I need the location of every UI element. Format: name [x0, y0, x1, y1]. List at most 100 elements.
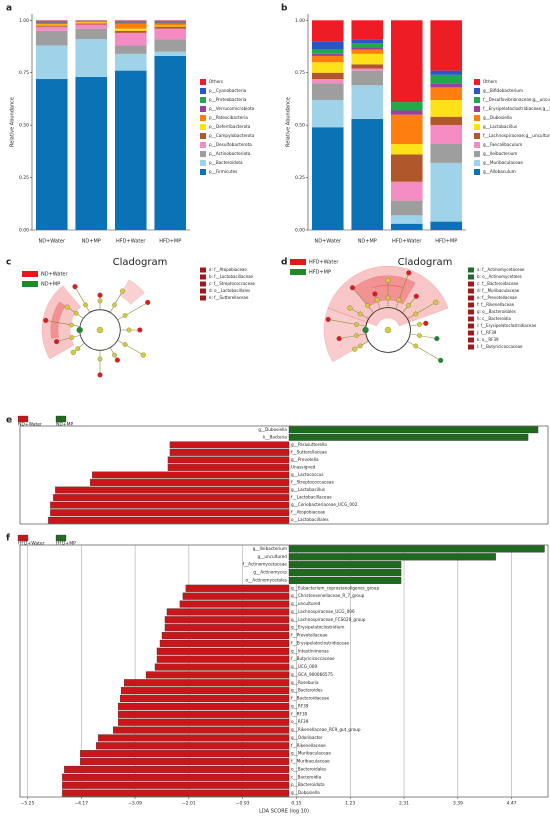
bar-segment [35, 23, 68, 25]
legend-label: g__Bifidobacterium [483, 88, 523, 93]
legend-swatch [474, 97, 480, 103]
bar-segment [154, 39, 187, 52]
lda-bar [53, 494, 290, 502]
y-tick-label: 1.00 [19, 18, 29, 24]
x-tick-label: −3.09 [128, 801, 142, 807]
clade-node [97, 372, 103, 378]
clade-node [423, 320, 429, 326]
lda-bar [164, 624, 290, 632]
bar-label: g__Ileibacterium [253, 546, 287, 551]
clade-node [365, 303, 370, 308]
item-label: g: o__Bacteroidales [477, 309, 516, 314]
bar-label: f__Streptococcaceae [291, 480, 335, 485]
clade-node [354, 333, 359, 338]
bar-label: g__Lactobacillus [291, 487, 325, 492]
clade-node [73, 311, 79, 316]
group-label: HFD+MP [309, 270, 331, 276]
legend-label: Others [209, 79, 223, 84]
item-label: i: f__Erysipelatoclostridiaceae [477, 323, 537, 328]
bar-label: f__Prevotellaceae [291, 633, 328, 638]
lda-bar [145, 671, 290, 679]
item-swatch [468, 309, 474, 315]
item-label: h: c__Bacteroidia [477, 316, 512, 321]
bar-label: g__Actinomyces [253, 570, 287, 575]
clade-node [119, 288, 126, 294]
bar-segment [430, 99, 463, 117]
x-tick-label: −4.17 [74, 801, 88, 807]
x-tick-label: HFD+MP [435, 239, 457, 245]
bar-segment [430, 20, 463, 71]
lda-bar [169, 448, 290, 456]
bar-label: g__Bacteroides [291, 688, 323, 693]
item-label: c: f__Streptococcaceae [209, 281, 256, 286]
panel-letter: e [6, 416, 12, 426]
item-swatch [468, 288, 474, 294]
lda-bar [179, 600, 290, 608]
legend-label: f__Desulfovibrionaceae;g__uncultured [483, 97, 550, 102]
y-tick-label: 0.75 [19, 70, 29, 76]
clade-node [362, 326, 369, 334]
clade-node [413, 293, 419, 299]
item-swatch [200, 281, 206, 287]
legend-swatch [474, 79, 480, 85]
cladogram-title: Cladogram [113, 257, 168, 268]
bar-label: g__Coriobacteriaceae_UCG_002 [291, 502, 358, 507]
group-label: ND+MP [56, 422, 73, 428]
item-label: e: f__Prevotellaceae [477, 295, 517, 300]
bar-label: g__Christensenellaceae_R_7_group [291, 593, 365, 598]
lda-bar [50, 509, 290, 517]
legend-swatch [474, 115, 480, 121]
legend-label: p__Proteobacteria [209, 97, 247, 102]
bar-segment [351, 20, 384, 40]
bar-segment [430, 221, 463, 230]
lda-bar [96, 742, 290, 750]
bar-label: g__Odoribacter [291, 735, 323, 740]
item-label: e: f__Sutterellaceae [209, 295, 249, 300]
bar-label: g__Dubosiella [258, 427, 287, 432]
lda-bar [167, 464, 290, 471]
legend-swatch [200, 88, 206, 94]
clade-node [433, 299, 439, 305]
y-axis-label: Relative Abundance [286, 97, 292, 147]
bar-segment [154, 55, 187, 231]
legend-swatch [200, 97, 206, 103]
legend-swatch [474, 133, 480, 139]
bar-label: g__Erysipelatoclostridium [291, 625, 345, 630]
bar-label: f__Sutterellaceae [291, 449, 327, 454]
lda-bar [288, 569, 402, 577]
clade-node [140, 352, 146, 358]
lda-bar [64, 765, 290, 773]
lda-bar [169, 441, 290, 449]
lda-bar [185, 584, 290, 592]
x-tick-label: ND+MP [82, 239, 101, 245]
item-label: d: o__Lactobacillales [209, 288, 250, 293]
lda-bar [156, 655, 290, 663]
x-tick-label: 3.39 [453, 801, 463, 807]
bar-segment [75, 24, 108, 29]
lda-bar [50, 501, 290, 509]
legend-swatch [200, 115, 206, 121]
lda-bar [159, 639, 290, 647]
x-tick-label: 4.47 [507, 801, 517, 807]
clade-branch [339, 333, 366, 339]
clade-node [325, 316, 331, 322]
cladogram-title: Cladogram [398, 257, 453, 268]
bar-label: f__Bacteroidaceae [291, 696, 330, 701]
clade-node [70, 349, 76, 355]
item-label: a: f__Actinomycetaceae [477, 267, 525, 272]
panel-letter: a [6, 4, 12, 14]
clade-node [43, 317, 49, 323]
clade-root [96, 326, 104, 334]
lda-bar [62, 773, 290, 781]
bar-segment [351, 118, 384, 230]
clade-node [112, 352, 117, 358]
bar-label: g__UCG_009 [291, 664, 318, 669]
y-tick-label: 0.50 [295, 123, 305, 129]
x-tick-label: −0.93 [236, 801, 250, 807]
bar-label: o__RF39 [291, 719, 309, 724]
item-swatch [200, 274, 206, 280]
clade-branch [410, 333, 437, 339]
clade-shade [323, 307, 370, 363]
legend-label: p__Desulfobacterota [209, 142, 252, 147]
bar-segment [154, 22, 187, 24]
